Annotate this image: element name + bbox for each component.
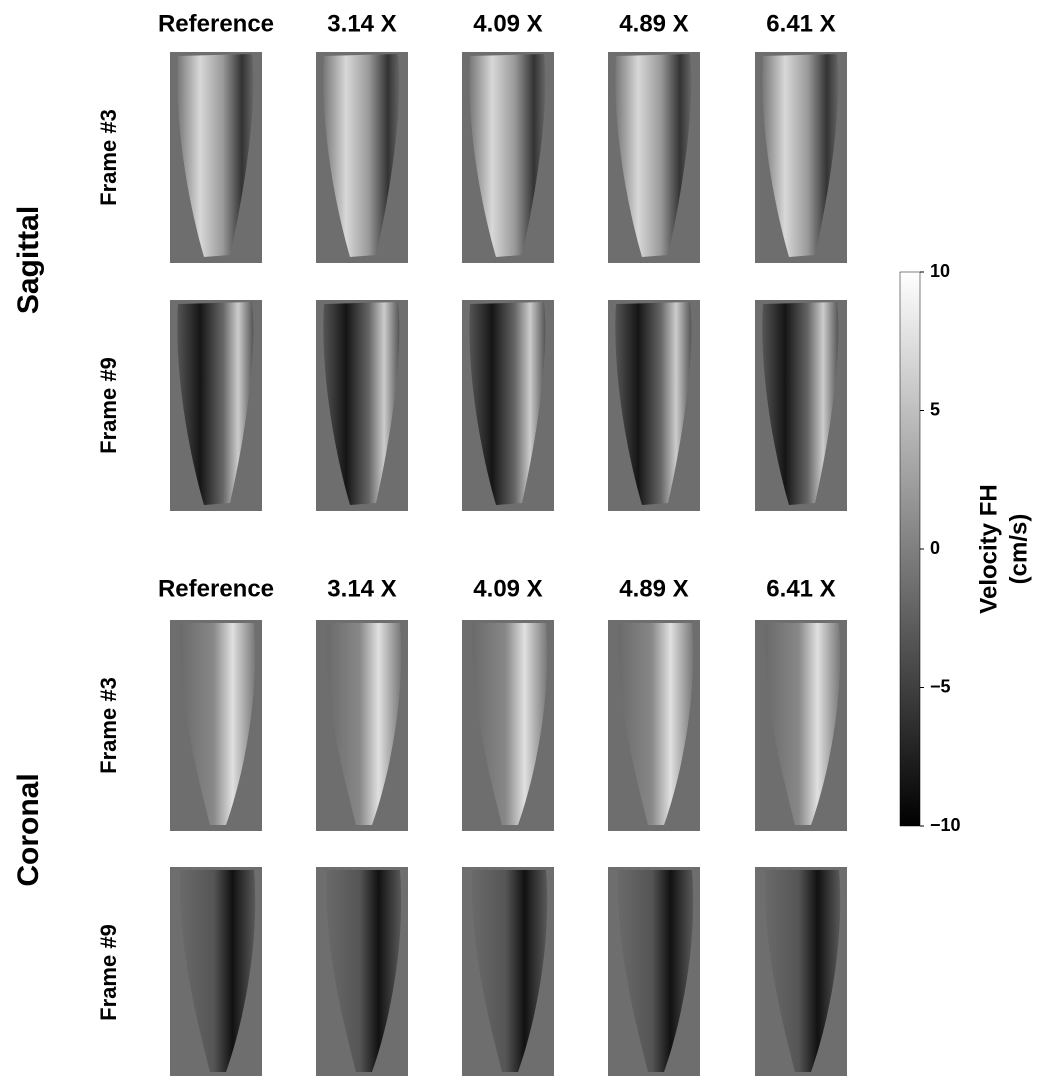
column-label: 4.89 X — [619, 10, 688, 37]
column-label: 6.41 X — [766, 10, 835, 37]
row-label: Frame #3 — [96, 109, 121, 206]
section-label: Coronal — [12, 773, 45, 886]
column-label: 4.89 X — [619, 575, 688, 602]
colorbar-tick-label: 5 — [930, 399, 940, 419]
column-label: 3.14 X — [327, 10, 396, 37]
colorbar-tick-label: 10 — [930, 261, 950, 281]
section-label: Sagittal — [12, 206, 45, 314]
column-label: Reference — [158, 575, 274, 602]
column-label: 4.09 X — [473, 10, 542, 37]
colorbar-label: Velocity FH — [975, 484, 1002, 613]
colorbar-tick-label: −10 — [930, 815, 961, 835]
figure: Sagittal Reference 3.14 X 4.09 X 4.89 X 6.41 … — [0, 0, 1041, 1076]
column-label: Reference — [158, 10, 274, 37]
row-label: Frame #9 — [96, 924, 121, 1021]
row-label: Frame #9 — [96, 357, 121, 454]
row-label: Frame #3 — [96, 677, 121, 774]
colorbar — [900, 272, 920, 826]
colorbar-tick-label: 0 — [930, 538, 940, 558]
column-label: 4.09 X — [473, 575, 542, 602]
colorbar-tick-label: −5 — [930, 676, 951, 696]
column-label: 6.41 X — [766, 575, 835, 602]
colorbar-label: (cm/s) — [1005, 514, 1032, 585]
column-label: 3.14 X — [327, 575, 396, 602]
